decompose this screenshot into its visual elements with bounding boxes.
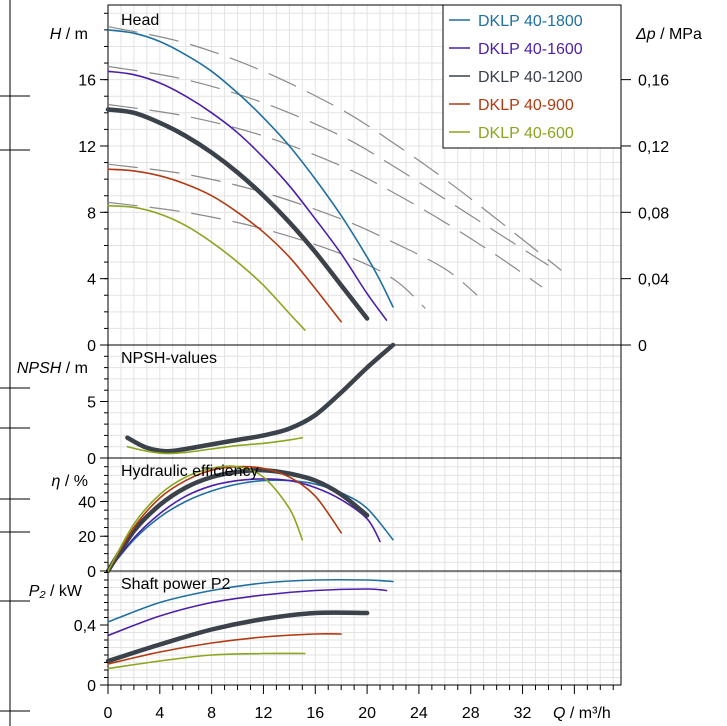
y-tick-label: 0 [87,451,96,468]
legend-label: DKLP 40-1200 [478,69,583,86]
y-tick-label: 5 [87,395,96,412]
series-line-dklp-40-600-npsh [126,436,304,455]
y-axis-label-head: H / m [50,26,88,43]
y-tick-label: 0 [87,678,96,695]
pressure-curve-dashed [107,65,549,266]
legend: DKLP 40-1800 DKLP 40-1600 DKLP 40-1200 D… [442,4,622,149]
pressure-curve-dashed [107,26,562,271]
legend-item-dklp-40-1800: DKLP 40-1800 [449,13,583,30]
pressure-curve-dashed [107,201,426,309]
y2-tick-label: 0,16 [638,73,669,90]
series-line-dklp-40-600-head [107,204,306,331]
y-tick-label: 8 [87,205,96,222]
y2-tick-label: 0,12 [638,139,669,156]
y2-tick-label: 0,08 [638,205,669,222]
series-line-dklp-40-1200-power [105,610,370,664]
legend-box [442,4,622,149]
legend-label: DKLP 40-900 [478,97,574,114]
y2-tick-label: 0,04 [638,272,669,289]
y-tick-label: 40 [78,494,96,511]
panel-title-efficiency: Hydraulic efficiency [121,463,259,480]
y-tick-label: 4 [87,272,96,289]
series-line-dklp-40-1600-head [107,70,388,321]
legend-label: DKLP 40-600 [478,125,574,142]
legend-item-dklp-40-900: DKLP 40-900 [449,97,574,114]
series-line-dklp-40-1800-head [107,29,394,308]
legend-label: DKLP 40-1800 [478,13,583,30]
curves-layer [105,29,396,670]
legend-item-dklp-40-600: DKLP 40-600 [449,125,574,142]
series-line-dklp-40-1200-efficiency [105,467,370,574]
y-tick-label: 0 [87,338,96,355]
x-tick-label: 24 [410,705,428,722]
x-tick-label: 16 [306,705,324,722]
x-axis-label: Q / m³/h [553,705,611,722]
panel-title-npsh: NPSH-values [121,350,217,367]
y-tick-label: 0 [87,564,96,581]
y2-axis-label-pressure: Δp / MPa [635,26,702,43]
legend-item-dklp-40-1200: DKLP 40-1200 [449,69,583,86]
y-tick-label: 0,4 [74,618,96,635]
panel-title-power: Shaft power P2 [121,576,231,593]
series-line-dklp-40-900-power [107,632,342,665]
x-tick-label: 20 [358,705,376,722]
legend-label: DKLP 40-1600 [478,41,583,58]
series-line-dklp-40-1600-efficiency [107,478,381,572]
y-tick-label: 20 [78,529,96,546]
y-axis-label-npsh: NPSH / m [17,360,88,377]
x-tick-label: 28 [462,705,480,722]
series-line-dklp-40-1200-npsh [125,342,396,454]
pressure-curve-dashed [107,163,478,296]
x-tick-label: 12 [255,705,273,722]
series-line-dklp-40-900-efficiency [107,465,342,572]
panel-title-head: Head [121,12,159,29]
x-tick-label: 32 [514,705,532,722]
y-axis-label-power: P₂ / kW [29,583,83,600]
y2-tick-label: 0 [638,338,647,355]
series-line-dklp-40-1800-power [107,578,394,623]
x-tick-label: 8 [207,705,216,722]
series-line-dklp-40-600-efficiency [107,465,304,572]
y-tick-label: 16 [78,73,96,90]
y-tick-label: 12 [78,139,96,156]
series-line-dklp-40-900-head [107,168,342,323]
panel-frame [107,570,622,686]
dashed-curves-layer [107,26,562,309]
y-axis-label-efficiency: η / % [52,473,88,490]
x-tick-label: 4 [155,705,164,722]
legend-item-dklp-40-1600: DKLP 40-1600 [449,41,583,58]
tick-labels-layer: 0 4 8 12 16 0 5 0 20 40 0 0,4 0 0,04 0,08 0,12 0,16 0 4 8 12… [74,12,669,722]
series-line-dklp-40-1200-head [105,107,370,321]
series-line-dklp-40-600-power [107,652,306,670]
pressure-curve-dashed [107,103,543,288]
x-tick-label: 0 [104,705,113,722]
series-line-dklp-40-1600-power [107,588,388,637]
